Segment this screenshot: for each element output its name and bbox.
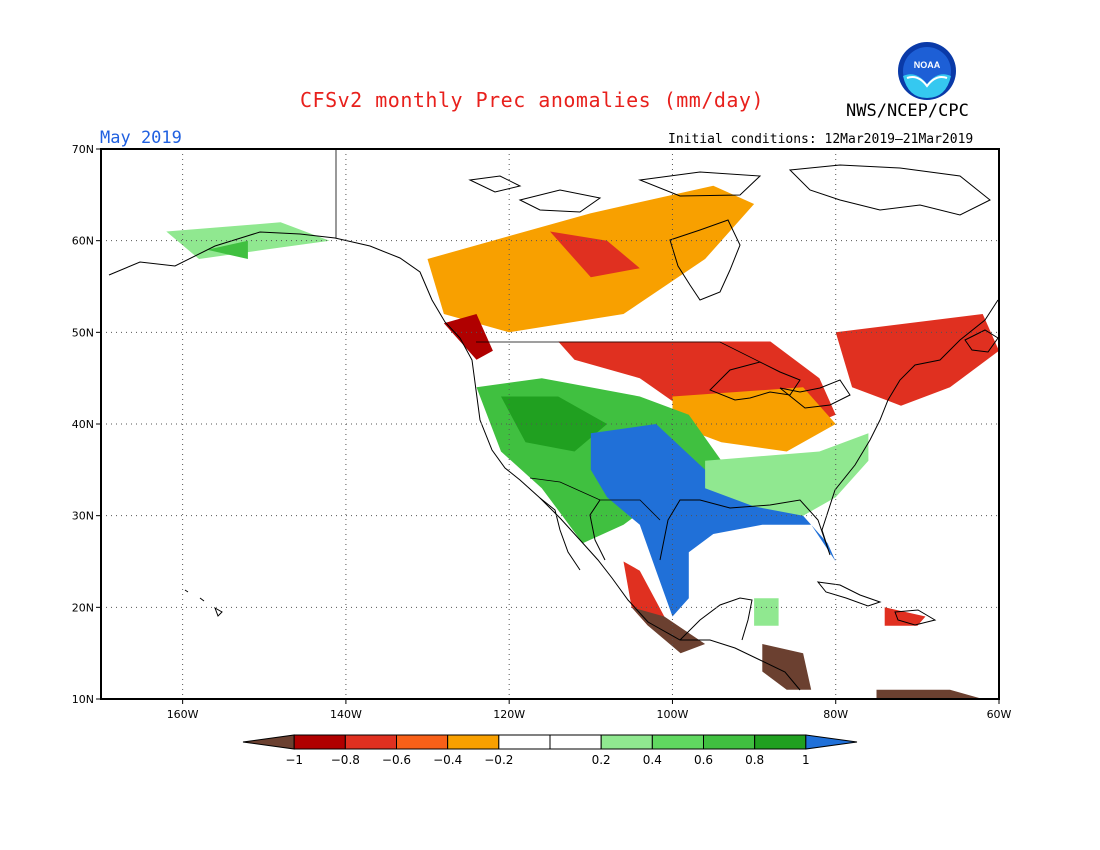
lon-tick-label: 140W	[330, 708, 362, 721]
colorbar-label: 0.6	[694, 753, 713, 767]
colorbar-swatch	[754, 734, 807, 750]
chart-title: CFSv2 monthly Prec anomalies (mm/day)	[300, 88, 765, 112]
colorbar-label: −0.2	[484, 753, 513, 767]
colorbar-swatch	[293, 734, 346, 750]
colorbar-swatch	[447, 734, 500, 750]
lon-tick-label: 80W	[823, 708, 848, 721]
forecast-month: May 2019	[100, 128, 182, 148]
lon-tick-label: 60W	[987, 708, 1012, 721]
colorbar-label: 0.8	[745, 753, 764, 767]
region-alaska-wet	[207, 240, 248, 259]
lon-tick-label: 100W	[657, 708, 689, 721]
colorbar-label: 0.2	[592, 753, 611, 767]
colorbar-swatch	[242, 734, 295, 750]
agency-label: NWS/NCEP/CPC	[846, 101, 969, 121]
logo-text: NOAA	[914, 60, 941, 70]
colorbar-label: −0.8	[331, 753, 360, 767]
colorbar-swatch	[805, 734, 858, 750]
region-west-wet-dark	[501, 396, 608, 452]
region-pacific-northwest-dry	[443, 314, 493, 360]
colorbar-swatch	[549, 734, 602, 750]
lat-tick-label: 70N	[72, 143, 94, 156]
colorbar-swatch	[703, 734, 756, 750]
colorbar-label: −1	[285, 753, 303, 767]
lat-tick-label: 40N	[72, 418, 94, 431]
lon-tick-label: 120W	[493, 708, 525, 721]
colorbar-swatch	[396, 734, 449, 750]
lon-tick-label: 160W	[167, 708, 199, 721]
anomaly-regions	[166, 185, 999, 699]
us-canada-border	[476, 341, 761, 363]
region-southern-plains-gulf-wet	[590, 424, 836, 617]
region-mexico-southwest-very-dry	[631, 607, 706, 654]
lat-tick-label: 20N	[72, 601, 94, 614]
colorbar-swatch	[498, 734, 551, 750]
lat-tick-label: 60N	[72, 235, 94, 248]
colorbar-swatch	[344, 734, 398, 750]
colorbar-swatch	[600, 734, 653, 750]
colorbar-label: 1	[802, 753, 810, 767]
region-alaska-light-wet	[166, 222, 330, 259]
axis-ticks: 160W 140W 120W 100W 80W 60W 10N 20N 30N 40N 50N 60N…	[72, 143, 1012, 721]
region-central-america-very-dry	[762, 644, 812, 690]
colorbar-swatch	[651, 734, 704, 750]
initial-conditions: Initial conditions: 12Mar2019–21Mar2019	[668, 132, 974, 147]
region-midwest-orange	[672, 387, 836, 452]
region-hispaniola-dry	[884, 607, 926, 626]
coastlines	[108, 164, 999, 691]
lat-tick-label: 50N	[72, 326, 94, 339]
lat-tick-label: 10N	[72, 693, 94, 706]
region-yucatan-wet	[754, 598, 779, 626]
colorbar-label: −0.6	[382, 753, 411, 767]
us-mexico-border	[529, 477, 661, 521]
region-venezuela-very-dry	[876, 689, 983, 699]
graticule	[101, 149, 999, 699]
lat-tick-label: 30N	[72, 510, 94, 523]
region-canada-red-patch	[550, 231, 640, 278]
region-quebec-dry	[835, 314, 999, 406]
colorbar-label: −0.4	[433, 753, 462, 767]
noaa-logo-icon: NOAA	[898, 42, 956, 100]
colorbar-label: 0.4	[643, 753, 662, 767]
region-southeast-light-wet	[705, 433, 869, 516]
colorbar: −1 −0.8 −0.6 −0.4 −0.2 0.2 0.4 0.6 0.8 1	[242, 734, 858, 767]
